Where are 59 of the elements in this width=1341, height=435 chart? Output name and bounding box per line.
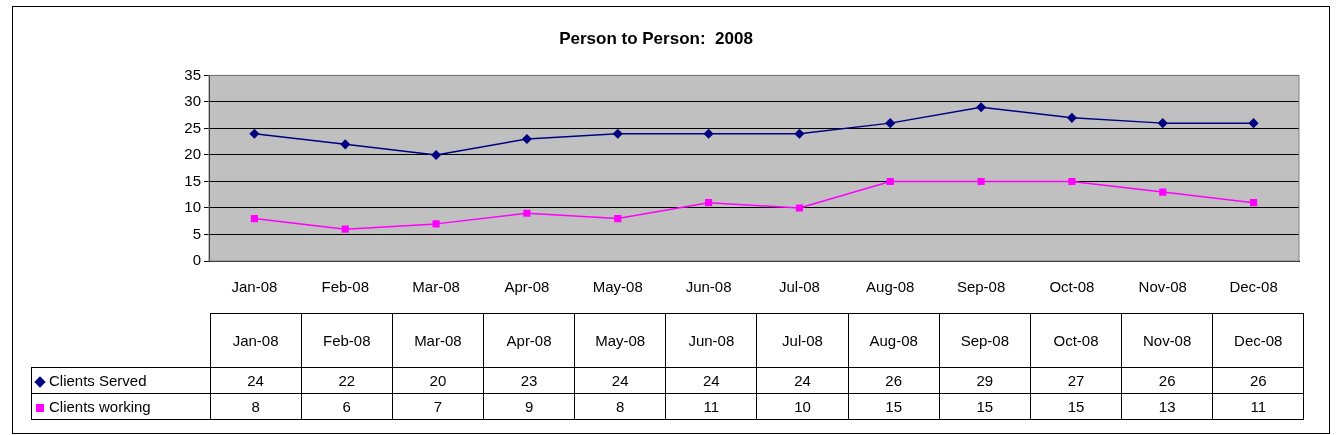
category-label: Jan-08 xyxy=(232,332,279,349)
category-label: Oct-08 xyxy=(1053,332,1099,349)
data-label: 27 xyxy=(1030,367,1122,394)
category-label: Mar-08 xyxy=(414,332,462,349)
y-tick-label: 25 xyxy=(184,118,201,136)
data-label: 15 xyxy=(848,393,940,420)
category-label: Dec-08 xyxy=(1234,332,1283,349)
data-label: 29 xyxy=(939,367,1031,394)
data-label: 11 xyxy=(665,393,757,420)
category-label: Apr-08 xyxy=(506,332,552,349)
data-label: 26 xyxy=(848,367,940,394)
x-tick-label: Sep-08 xyxy=(956,278,1006,296)
data-label: 15 xyxy=(1030,393,1122,420)
data-label: 8 xyxy=(210,393,302,420)
data-label: 6 xyxy=(301,393,393,420)
x-tick-label: Dec-08 xyxy=(1229,278,1278,296)
data-label: 13 xyxy=(1121,393,1213,420)
y-tick-label: 0 xyxy=(192,251,201,269)
y-tick-label: 10 xyxy=(184,198,201,216)
category-label: May-08 xyxy=(595,332,646,349)
data-label: 9 xyxy=(483,393,575,420)
data-label: 7 xyxy=(392,393,484,420)
data-label: 26 xyxy=(1121,367,1213,394)
data-label: 10 xyxy=(756,393,849,420)
y-tick-label: 20 xyxy=(184,145,201,163)
data-label: 24 xyxy=(756,367,849,394)
x-tick-label: May-08 xyxy=(592,278,643,296)
data-label: 24 xyxy=(574,367,666,394)
y-tick-label: 35 xyxy=(184,65,201,83)
data-label: 22 xyxy=(301,367,393,394)
data-label: 26 xyxy=(1212,367,1304,394)
data-label: 15 xyxy=(939,393,1031,420)
x-tick-label: Nov-08 xyxy=(1138,278,1187,296)
legend-label: Clients working xyxy=(31,393,210,420)
category-label: Jun-08 xyxy=(688,332,735,349)
category-label: Nov-08 xyxy=(1142,332,1192,349)
category-label: Feb-08 xyxy=(322,332,371,349)
x-tick-label: Apr-08 xyxy=(504,278,550,296)
category-label: Sep-08 xyxy=(960,332,1010,349)
x-tick-label: Feb-08 xyxy=(321,278,370,296)
data-label: 20 xyxy=(392,367,484,394)
x-tick-label: Jul-08 xyxy=(778,278,820,296)
category-label: Jul-08 xyxy=(782,332,823,349)
x-tick-label: Oct-08 xyxy=(1049,278,1095,296)
data-label: 24 xyxy=(665,367,757,394)
category-label: Aug-08 xyxy=(869,332,918,349)
data-label: 23 xyxy=(483,367,575,394)
data-label: 24 xyxy=(210,367,302,394)
chart-title: Person to Person: 2008 xyxy=(559,28,753,48)
x-tick-label: Mar-08 xyxy=(412,278,460,296)
y-tick-label: 15 xyxy=(184,171,201,189)
y-tick-label: 30 xyxy=(184,92,201,110)
y-tick-label: 5 xyxy=(192,224,201,242)
x-tick-label: Jun-08 xyxy=(685,278,732,296)
data-label: 11 xyxy=(1212,393,1304,420)
legend-label: Clients Served xyxy=(31,367,210,394)
data-label: 8 xyxy=(574,393,666,420)
x-tick-label: Aug-08 xyxy=(866,278,915,296)
x-tick-label: Jan-08 xyxy=(231,278,278,296)
